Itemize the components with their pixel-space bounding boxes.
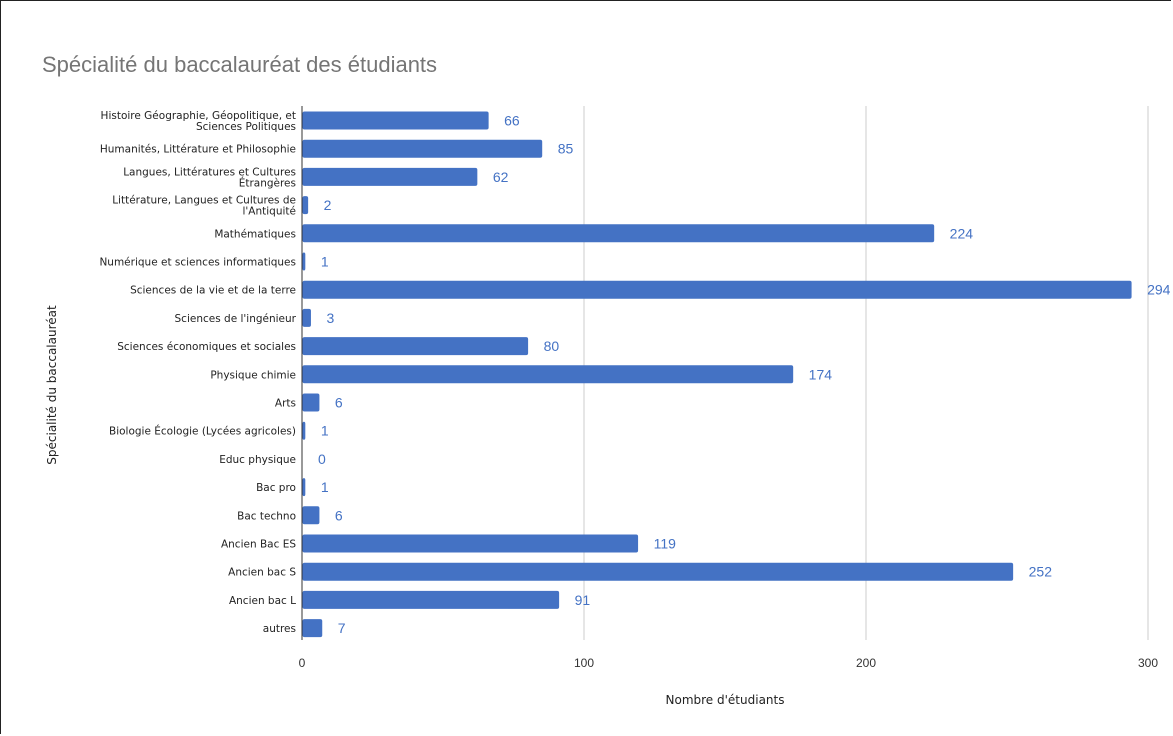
chart-title: Spécialité du baccalauréat des étudiants xyxy=(42,52,437,77)
bar xyxy=(302,224,935,243)
category-label: Histoire Géographie, Géopolitique, et xyxy=(101,110,296,122)
bars xyxy=(302,111,1132,638)
category-label: Ancien Bac ES xyxy=(221,539,296,551)
x-tick-label: 0 xyxy=(299,656,306,670)
data-label: 1 xyxy=(321,423,329,439)
category-label: Ancien bac L xyxy=(229,595,296,607)
bar xyxy=(302,393,320,412)
data-label: 252 xyxy=(1029,564,1053,580)
y-axis-title: Spécialité du baccalauréat xyxy=(45,305,59,465)
category-label: Sciences économiques et sociales xyxy=(117,341,296,353)
category-label: Bac pro xyxy=(256,482,296,494)
bar xyxy=(302,337,529,356)
x-tick-label: 200 xyxy=(856,656,876,670)
bar xyxy=(302,478,306,497)
data-label: 294 xyxy=(1147,282,1171,298)
category-label: Sciences de l'ingénieur xyxy=(175,313,297,325)
data-label: 224 xyxy=(950,225,974,241)
bar xyxy=(302,619,323,638)
data-label: 66 xyxy=(504,113,520,129)
bar xyxy=(302,196,309,215)
category-label: Étrangères xyxy=(239,176,296,189)
bar xyxy=(302,534,639,553)
category-label: Physique chimie xyxy=(210,369,296,381)
data-label: 174 xyxy=(809,366,833,382)
bar xyxy=(302,111,489,130)
data-label: 6 xyxy=(335,395,343,411)
bar xyxy=(302,252,306,271)
category-label: l'Antiquité xyxy=(243,206,297,218)
data-label: 2 xyxy=(324,197,332,213)
category-label: autres xyxy=(263,623,296,635)
bar xyxy=(302,167,478,186)
category-label: Numérique et sciences informatiques xyxy=(99,257,296,269)
bar xyxy=(302,280,1132,299)
bar xyxy=(302,421,306,440)
bar xyxy=(302,590,560,609)
data-label: 62 xyxy=(493,169,509,185)
data-label: 119 xyxy=(654,536,677,552)
bar xyxy=(302,139,543,158)
category-label: Biologie Écologie (Lycées agricoles) xyxy=(109,425,296,438)
category-label: Educ physique xyxy=(219,454,296,466)
data-label: 80 xyxy=(544,338,560,354)
category-label: Mathématiques xyxy=(214,228,296,240)
data-label: 0 xyxy=(318,451,326,467)
data-label: 1 xyxy=(321,254,329,270)
category-label: Humanités, Littérature et Philosophie xyxy=(100,144,296,156)
data-label: 7 xyxy=(338,620,346,636)
category-label: Ancien bac S xyxy=(228,567,296,579)
bar xyxy=(302,365,794,384)
bar xyxy=(302,506,320,525)
data-label: 1 xyxy=(321,479,329,495)
bar xyxy=(302,562,1014,581)
category-label: Sciences de la vie et de la terre xyxy=(130,285,296,297)
x-tick-label: 100 xyxy=(574,656,594,670)
category-label: Langues, Littératures et Cultures xyxy=(123,166,296,178)
data-label: 6 xyxy=(335,507,343,523)
x-axis-title: Nombre d'étudiants xyxy=(666,693,785,707)
data-label: 85 xyxy=(558,141,574,157)
data-label: 91 xyxy=(575,592,591,608)
category-label: Arts xyxy=(275,398,296,410)
bar xyxy=(302,308,311,327)
x-tick-label: 300 xyxy=(1138,656,1158,670)
category-labels: Histoire Géographie, Géopolitique, etSci… xyxy=(99,110,296,635)
data-label: 3 xyxy=(326,310,334,326)
category-label: Bac techno xyxy=(237,510,296,522)
x-tick-labels: 0 100 200 300 xyxy=(299,656,1159,670)
category-label: Littérature, Langues et Cultures de xyxy=(112,195,296,207)
category-label: Sciences Politiques xyxy=(196,121,296,133)
